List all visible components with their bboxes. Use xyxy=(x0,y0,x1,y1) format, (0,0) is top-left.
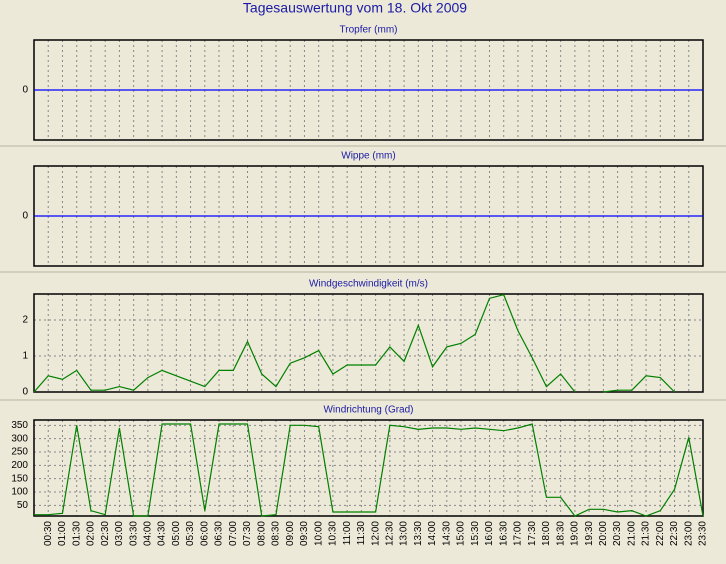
x-tick-label: 07:30 xyxy=(242,521,253,546)
x-tick-label: 02:00 xyxy=(86,521,97,546)
plot-frame xyxy=(33,293,704,393)
x-tick-label: 14:00 xyxy=(427,521,438,546)
x-tick-label: 01:30 xyxy=(71,521,82,546)
x-tick-label: 16:30 xyxy=(498,521,509,546)
panel-title: Wippe (mm) xyxy=(341,151,395,162)
x-tick-label: 19:00 xyxy=(570,521,581,546)
x-tick-label: 20:00 xyxy=(598,521,609,546)
y-tick-label: 50 xyxy=(17,500,29,511)
x-tick-label: 15:30 xyxy=(470,521,481,546)
x-tick-label: 13:00 xyxy=(399,521,410,546)
x-tick-label: 05:00 xyxy=(171,521,182,546)
x-tick-label: 10:00 xyxy=(313,521,324,546)
x-tick-label: 05:30 xyxy=(185,521,196,546)
x-tick-label: 06:30 xyxy=(214,521,225,546)
x-tick-label: 17:00 xyxy=(513,521,524,546)
x-tick-label: 21:30 xyxy=(641,521,652,546)
x-tick-label: 22:30 xyxy=(669,521,680,546)
x-tick-label: 10:30 xyxy=(328,521,339,546)
panel-title: Windrichtung (Grad) xyxy=(323,405,413,416)
series-line xyxy=(34,423,704,517)
x-tick-label: 11:00 xyxy=(342,521,353,546)
x-tick-label: 15:00 xyxy=(456,521,467,546)
x-tick-label: 07:00 xyxy=(228,521,239,546)
x-tick-label: 13:30 xyxy=(413,521,424,546)
y-tick-label: 0 xyxy=(22,387,28,398)
y-tick-label: 1 xyxy=(22,351,28,362)
x-tick-label: 02:30 xyxy=(100,521,111,546)
x-tick-label: 04:00 xyxy=(143,521,154,546)
x-tick-label: 01:00 xyxy=(57,521,68,546)
x-tick-label: 04:30 xyxy=(157,521,168,546)
y-tick-label: 2 xyxy=(22,315,28,326)
y-tick-label: 250 xyxy=(11,447,28,458)
x-tick-label: 12:00 xyxy=(370,521,381,546)
y-tick-label: 350 xyxy=(11,420,28,431)
y-tick-label: 150 xyxy=(11,473,28,484)
x-tick-label: 14:30 xyxy=(441,521,452,546)
x-tick-label: 16:00 xyxy=(484,521,495,546)
x-tick-label: 09:30 xyxy=(299,521,310,546)
x-tick-label: 12:30 xyxy=(384,521,395,546)
y-tick-label: 0 xyxy=(22,85,28,96)
x-tick-label: 21:00 xyxy=(626,521,637,546)
y-tick-label: 200 xyxy=(11,460,28,471)
plot-frame xyxy=(33,419,704,517)
x-tick-label: 22:00 xyxy=(655,521,666,546)
x-tick-label: 23:30 xyxy=(698,521,709,546)
x-tick-label: 18:30 xyxy=(555,521,566,546)
x-tick-label: 19:30 xyxy=(584,521,595,546)
x-tick-label: 18:00 xyxy=(541,521,552,546)
y-tick-label: 100 xyxy=(11,487,28,498)
x-tick-label: 03:00 xyxy=(114,521,125,546)
page-title: Tagesauswertung vom 18. Okt 2009 xyxy=(243,0,467,16)
x-tick-label: 06:00 xyxy=(199,521,210,546)
x-tick-label: 08:30 xyxy=(271,521,282,546)
x-tick-label: 00:30 xyxy=(43,521,54,546)
x-tick-label: 08:00 xyxy=(256,521,267,546)
x-tick-label: 23:00 xyxy=(683,521,694,546)
x-tick-label: 11:30 xyxy=(356,521,367,546)
panel-title: Tropfer (mm) xyxy=(340,25,398,36)
x-tick-label: 17:30 xyxy=(527,521,538,546)
y-tick-label: 0 xyxy=(22,211,28,222)
x-tick-label: 03:30 xyxy=(128,521,139,546)
x-tick-label: 20:30 xyxy=(612,521,623,546)
panel-title: Windgeschwindigkeit (m/s) xyxy=(309,279,428,290)
series-line xyxy=(33,294,675,393)
y-tick-label: 300 xyxy=(11,433,28,444)
x-tick-label: 09:00 xyxy=(285,521,296,546)
